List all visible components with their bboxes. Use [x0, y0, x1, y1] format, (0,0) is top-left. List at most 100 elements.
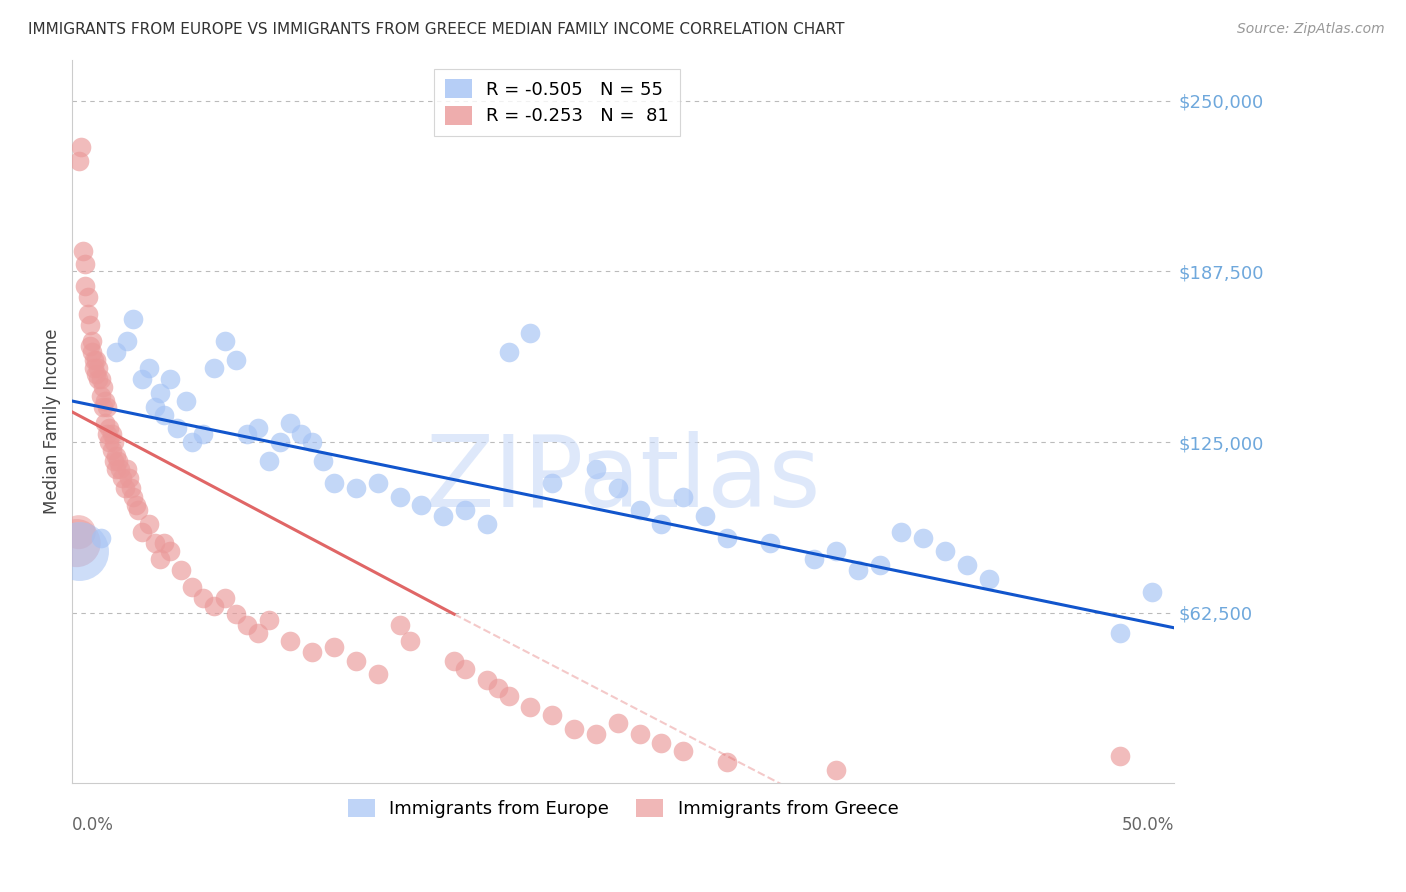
Point — [956, 558, 979, 572]
Point — [562, 722, 585, 736]
Point — [76, 290, 98, 304]
Point — [399, 634, 422, 648]
Point — [138, 516, 160, 531]
Point — [143, 400, 166, 414]
Point — [290, 426, 312, 441]
Point — [846, 563, 869, 577]
Point — [934, 544, 956, 558]
Point — [153, 408, 176, 422]
Point — [111, 470, 134, 484]
Point — [98, 421, 121, 435]
Point — [202, 361, 225, 376]
Text: Source: ZipAtlas.com: Source: ZipAtlas.com — [1237, 22, 1385, 37]
Point — [323, 475, 346, 490]
Point — [159, 544, 181, 558]
Point — [236, 426, 259, 441]
Point — [367, 667, 389, 681]
Point — [166, 421, 188, 435]
Point — [110, 462, 132, 476]
Point — [411, 498, 433, 512]
Point — [96, 400, 118, 414]
Point — [541, 475, 564, 490]
Point — [181, 580, 204, 594]
Point — [225, 353, 247, 368]
Point — [1108, 749, 1130, 764]
Point — [153, 536, 176, 550]
Point — [84, 353, 107, 368]
Point — [91, 400, 114, 414]
Point — [90, 388, 112, 402]
Point — [127, 503, 149, 517]
Point — [825, 763, 848, 777]
Point — [131, 525, 153, 540]
Point — [269, 435, 291, 450]
Point — [344, 654, 367, 668]
Point — [143, 536, 166, 550]
Point — [120, 482, 142, 496]
Point — [124, 498, 146, 512]
Point — [107, 454, 129, 468]
Point — [693, 508, 716, 523]
Point — [122, 312, 145, 326]
Point — [202, 599, 225, 613]
Point — [246, 421, 269, 435]
Point — [890, 525, 912, 540]
Point — [1142, 585, 1164, 599]
Point — [716, 531, 738, 545]
Point — [344, 482, 367, 496]
Point — [301, 435, 323, 450]
Point — [83, 361, 105, 376]
Point — [159, 372, 181, 386]
Point — [301, 645, 323, 659]
Point — [90, 531, 112, 545]
Point — [80, 344, 103, 359]
Point — [104, 449, 127, 463]
Point — [475, 516, 498, 531]
Point — [977, 572, 1000, 586]
Point — [606, 716, 628, 731]
Point — [174, 394, 197, 409]
Point — [225, 607, 247, 621]
Text: ZIPatlas: ZIPatlas — [426, 431, 821, 528]
Point — [70, 140, 93, 154]
Point — [650, 516, 672, 531]
Point — [585, 462, 607, 476]
Text: 0.0%: 0.0% — [72, 816, 114, 834]
Point — [650, 735, 672, 749]
Point — [72, 244, 94, 258]
Point — [76, 307, 98, 321]
Point — [131, 372, 153, 386]
Point — [454, 662, 477, 676]
Point — [75, 279, 97, 293]
Point — [486, 681, 509, 695]
Point — [1108, 626, 1130, 640]
Y-axis label: Median Family Income: Median Family Income — [44, 329, 60, 515]
Point — [236, 618, 259, 632]
Point — [280, 634, 302, 648]
Point — [803, 552, 825, 566]
Point — [103, 454, 125, 468]
Point — [475, 673, 498, 687]
Point — [432, 508, 454, 523]
Point — [388, 618, 411, 632]
Point — [87, 361, 110, 376]
Point — [869, 558, 891, 572]
Point — [825, 544, 848, 558]
Point — [191, 426, 214, 441]
Point — [148, 552, 170, 566]
Point — [67, 525, 90, 540]
Point — [443, 654, 465, 668]
Point — [519, 326, 541, 340]
Point — [672, 744, 695, 758]
Point — [246, 626, 269, 640]
Point — [628, 727, 651, 741]
Point — [498, 344, 520, 359]
Point — [454, 503, 477, 517]
Point — [87, 372, 110, 386]
Point — [585, 727, 607, 741]
Point — [100, 426, 122, 441]
Point — [80, 334, 103, 348]
Point — [606, 482, 628, 496]
Point — [103, 435, 125, 450]
Point — [75, 257, 97, 271]
